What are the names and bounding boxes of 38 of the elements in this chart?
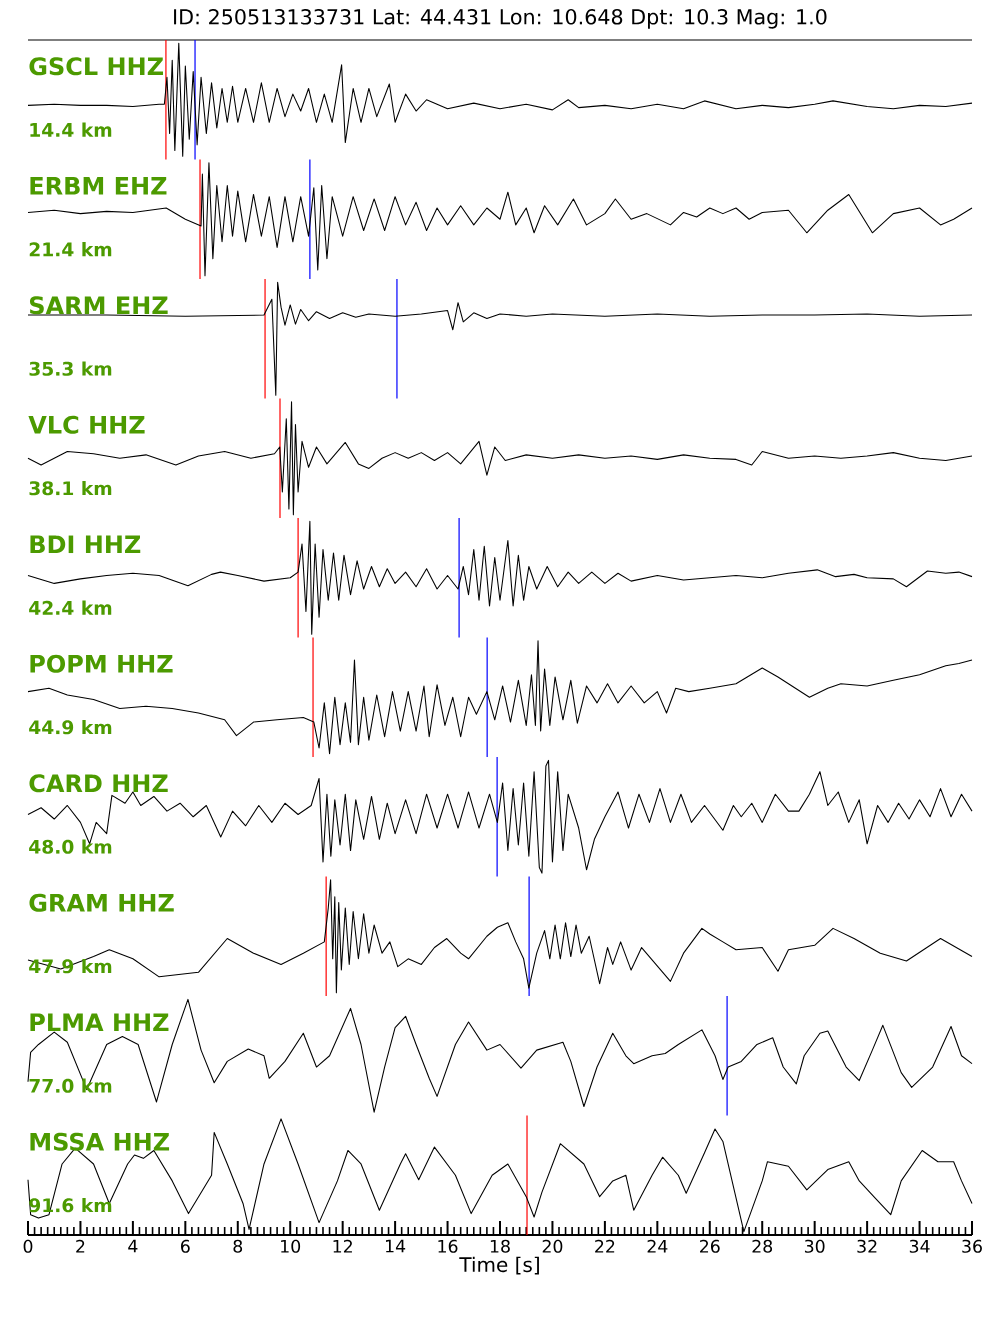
- annotation: 44.9 km: [29, 719, 112, 735]
- series-label: GSCL HHZ: [29, 57, 164, 76]
- x-tick-label: 12: [333, 1239, 352, 1253]
- series-label: POPM HHZ: [30, 654, 173, 673]
- series-label: ERBM EHZ: [30, 177, 167, 195]
- x-tick-label: 26: [700, 1239, 720, 1253]
- series-label: BDI HHZ: [30, 535, 141, 554]
- series-label: GRAM HHZ: [29, 893, 174, 912]
- x-tick-label: 16: [438, 1239, 458, 1253]
- x-tick-label: 8: [233, 1239, 243, 1253]
- series-label: CARD HHZ: [29, 774, 168, 793]
- x-tick-label: 6: [181, 1239, 190, 1253]
- series-label: PLMA HHZ: [30, 1013, 169, 1032]
- annotation: 35.3 km: [29, 361, 112, 376]
- annotation: 42.4 km: [29, 600, 112, 615]
- x-tick-label: 24: [647, 1239, 668, 1253]
- x-tick-label: 4: [128, 1239, 138, 1253]
- series-label: MSSA HHZ: [30, 1132, 170, 1151]
- annotation: 21.4 km: [29, 242, 112, 257]
- annotation: 48.0 km: [29, 839, 112, 854]
- annotation: 14.4 km: [30, 122, 112, 137]
- series-label: SARM EHZ: [29, 296, 168, 315]
- x-axis-title: Time [s]: [459, 1256, 539, 1275]
- x-tick-label: 20: [542, 1239, 563, 1253]
- x-tick-label: 2: [76, 1239, 85, 1253]
- x-tick-label: 18: [490, 1239, 510, 1253]
- x-tick-label: 0: [23, 1239, 33, 1253]
- x-tick-label: 34: [909, 1239, 930, 1253]
- x-tick-label: 36: [962, 1239, 982, 1253]
- x-tick-label: 10: [281, 1239, 301, 1253]
- x-tick-label: 32: [857, 1239, 877, 1253]
- annotation: 38.1 km: [29, 480, 112, 496]
- chart-title: ID: 250513133731 Lat: 44.431 Lon: 10.648 Dpt: 10.3 Mag: 1.0: [174, 8, 827, 29]
- x-tick-label: 30: [804, 1239, 825, 1253]
- x-tick-label: 28: [752, 1239, 773, 1253]
- series-label: VLC HHZ: [28, 415, 145, 434]
- x-tick-label: 22: [595, 1239, 615, 1253]
- x-tick-label: 14: [385, 1239, 406, 1253]
